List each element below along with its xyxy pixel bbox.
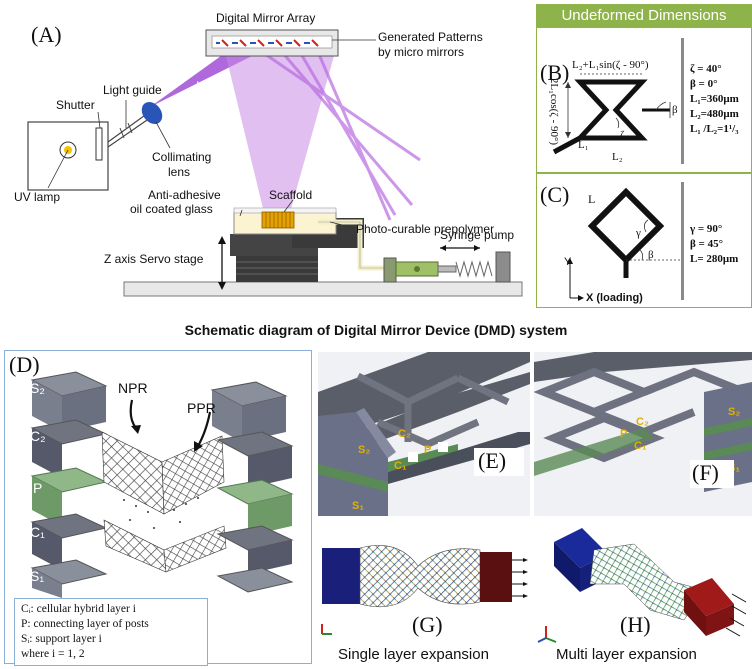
legend-p: P: connecting layer of posts (21, 618, 149, 630)
panel-f-label-bg (690, 460, 734, 488)
panel-b-label: (B) (540, 60, 570, 85)
c-params: γ = 90° β = 45° L= 280μm (690, 222, 752, 267)
g-mesh (359, 545, 481, 607)
b-zeta: ζ (620, 129, 625, 141)
panel-d-label: (D) (9, 352, 40, 377)
b-gray-bar (681, 38, 684, 164)
panel-f-label: (F) (692, 460, 719, 485)
base-plate (123, 281, 523, 297)
reentrant-cell (574, 79, 648, 141)
b-param-zeta: ζ = 40° (690, 63, 722, 75)
h-right-block (684, 578, 734, 616)
collimating-label-2: lens (168, 165, 191, 179)
reflected-rays (261, 50, 421, 221)
c-gamma: γ (636, 227, 641, 239)
b-beta: β (672, 104, 678, 116)
legend-where: where i = 1, 2 (21, 648, 85, 660)
c-gray-bar (681, 182, 684, 300)
panel-g-label: (G) (412, 612, 443, 637)
f-layer-c2: C₂ (636, 416, 649, 428)
e-layer-c2: C₂ (398, 428, 411, 440)
e-layer-s2: S₂ (358, 444, 371, 456)
legend-si: Sᵢ: support layer i (21, 633, 102, 645)
collimating-label-1: Collimating (152, 150, 212, 164)
anti-adhesive-line2: oil coated glass (130, 202, 213, 216)
dma-title: Digital Mirror Array (216, 11, 316, 25)
panel-e-label-text: (E) (478, 448, 507, 473)
panel-c-label: (C) (540, 182, 570, 207)
shutter (95, 127, 103, 161)
b-l2: L₂ (612, 151, 623, 163)
syringe-pump-label: Syringe pump (440, 228, 515, 242)
prepolymer-label: Photo-curable prepolymer (356, 222, 495, 236)
scaffold-label: Scaffold (269, 188, 313, 202)
uv-label: UV (196, 78, 216, 94)
g-left-block (322, 548, 360, 604)
npr-label: NPR (118, 380, 148, 396)
c-l: L (588, 192, 596, 206)
b-l1: L₁ (578, 139, 589, 151)
panel-h-render (537, 528, 747, 643)
c-y-axis: Y (564, 256, 572, 268)
generated-patterns-line1: Generated Patterns (378, 30, 483, 44)
b-param-beta: β = 0° (690, 78, 718, 90)
d-layer-s1: S₁ (30, 568, 45, 584)
undeformed-header: Undeformed Dimensions (536, 4, 752, 28)
ppr-label: PPR (187, 400, 216, 416)
z-stage (236, 256, 318, 282)
c-param-l: L= 280μm (690, 253, 739, 265)
b-param-l2: L₂=480μm (690, 108, 739, 120)
ppr-mesh (161, 435, 225, 515)
b-top-dim: L₂+L₁sin(ζ - 90°) (572, 59, 649, 71)
f-layer-c1: C₁ (634, 440, 647, 452)
panel-d-legend: Cᵢ: cellular hybrid layer i P: connectin… (14, 598, 208, 666)
panel-e-render (318, 352, 530, 516)
d-layer-c1: C₁ (30, 524, 45, 540)
e-layer-c1: C₁ (394, 460, 407, 472)
generated-patterns-line2: by micro mirrors (378, 45, 464, 59)
b-params: ζ = 40° β = 0° L₁=360μm L₂=480μm L₁ /L₂=… (690, 62, 752, 137)
panel-e-label (474, 448, 524, 476)
panel-c-unit-cell (567, 187, 680, 301)
f-layer-p: P (620, 428, 628, 440)
e-layer-s1: S₁ (352, 500, 364, 512)
panel-b-unit-cell (552, 73, 671, 155)
b-side-dim: 2L₁cos(ζ - 90°) (548, 77, 561, 146)
c-x-axis: X (loading) (586, 292, 643, 304)
panel-a-diagram (27, 29, 523, 297)
schematic-caption: Schematic diagram of Digital Mirror Devi… (184, 322, 568, 338)
b-param-ratio: L₁ /L₂=1¹/₃ (690, 123, 739, 135)
z-stage-label: Z axis Servo stage (104, 252, 204, 266)
h-mesh (589, 543, 705, 621)
d-layer-s2: S₂ (30, 380, 45, 396)
b-param-l1: L₁=360μm (690, 93, 739, 105)
panel-d-diagram (30, 371, 294, 598)
legend-ci: Cᵢ: cellular hybrid layer i (21, 603, 136, 615)
panel-a-label: (A) (31, 22, 62, 47)
shutter-label: Shutter (56, 98, 95, 112)
projection-cone (226, 56, 334, 262)
panel-h-label: (H) (620, 612, 651, 637)
d-layer-c2: C₂ (30, 428, 46, 444)
bc-divider (536, 172, 752, 174)
f-layer-s2: S₂ (728, 406, 741, 418)
e-layer-p: P (424, 444, 432, 456)
anti-adhesive-line1: Anti-adhesive (148, 188, 221, 202)
panel-h-caption: Multi layer expansion (556, 646, 697, 663)
light-guide-label: Light guide (103, 83, 162, 97)
npr-mesh (101, 431, 165, 515)
g-right-block (480, 552, 512, 602)
panel-g-render (321, 545, 528, 635)
c-param-gamma: γ = 90° (690, 223, 723, 235)
collimating-lens (141, 102, 163, 124)
uv-lamp-label: UV lamp (14, 190, 61, 204)
c-param-beta: β = 45° (690, 238, 723, 250)
panel-g-caption: Single layer expansion (338, 646, 489, 663)
d-layer-p: P (33, 480, 43, 496)
panel-f-render (534, 352, 752, 516)
c-beta: β (648, 249, 654, 261)
